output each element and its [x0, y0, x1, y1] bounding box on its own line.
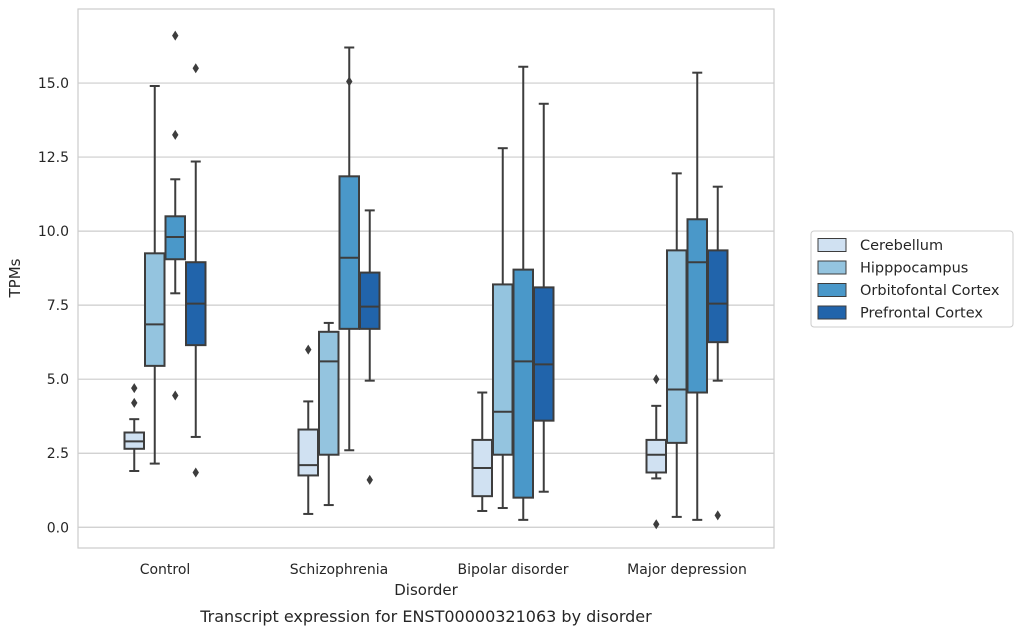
y-tick-label: 10.0	[38, 224, 69, 240]
legend-frame	[810, 230, 1014, 328]
legend-label: Hipppocampus	[860, 261, 968, 277]
box-iqr	[318, 330, 340, 456]
x-axis-label: Disorder	[394, 581, 458, 599]
box-group	[471, 391, 493, 512]
legend-label: Orbitofontal Cortex	[860, 283, 1000, 299]
outlier-point	[714, 510, 721, 521]
y-tick-label: 15.0	[38, 76, 69, 92]
legend-swatch	[817, 260, 847, 275]
outlier-point	[653, 519, 660, 530]
legend-swatch	[817, 238, 847, 252]
box-iqr	[297, 428, 319, 477]
box-group	[533, 102, 555, 493]
y-tick-labels: 0.0 2.5 5.0 7.5 10.0 12.5 15.0	[38, 76, 69, 536]
x-tick-label: Bipolar disorder	[457, 562, 568, 578]
outlier-point	[192, 63, 199, 74]
box-group	[144, 85, 166, 465]
box-iqr	[707, 249, 729, 344]
outlier-point	[172, 30, 179, 41]
x-tick-label: Control	[140, 562, 191, 578]
chart-caption: Transcript expression for ENST0000032106…	[199, 607, 652, 626]
box-iqr	[686, 218, 708, 394]
box-groups	[123, 30, 729, 530]
box-iqr	[492, 283, 514, 456]
y-tick-label: 7.5	[47, 298, 69, 314]
outlier-point	[346, 76, 353, 87]
box-group	[512, 65, 534, 521]
box-iqr	[144, 252, 166, 367]
outlier-point	[172, 129, 179, 140]
outlier-point	[653, 374, 660, 385]
x-tick-label: Major depression	[627, 562, 747, 578]
box-group	[492, 147, 514, 510]
box-iqr	[645, 438, 667, 474]
box-iqr	[533, 286, 555, 422]
y-tick-label: 12.5	[38, 150, 69, 166]
box-group	[666, 172, 688, 518]
legend-swatch	[817, 283, 847, 297]
box-group	[686, 71, 708, 521]
box-iqr	[338, 175, 360, 330]
box-group	[164, 30, 186, 401]
y-tick-label: 5.0	[47, 372, 69, 388]
legend: Cerebellum Hipppocampus Orbitofontal Corte…	[810, 230, 1014, 328]
outlier-point	[192, 467, 199, 478]
outlier-point	[131, 397, 138, 408]
box-group	[123, 383, 145, 472]
y-axis-label: TPMs	[6, 258, 24, 298]
x-tick-labels: Control Schizophrenia Bipolar disorder Majo…	[140, 562, 747, 578]
box-group	[707, 185, 729, 521]
box-group	[645, 374, 667, 530]
outlier-point	[366, 474, 373, 485]
box-iqr	[512, 268, 534, 499]
box-group	[359, 209, 381, 485]
legend-label: Prefrontal Cortex	[860, 306, 983, 322]
outlier-point	[172, 390, 179, 401]
y-tick-label: 0.0	[47, 520, 69, 536]
box-group	[338, 46, 360, 452]
x-tick-label: Schizophrenia	[290, 562, 388, 578]
outlier-point	[305, 344, 312, 355]
box-group	[297, 344, 319, 515]
legend-label: Cerebellum	[860, 238, 943, 254]
box-group	[185, 63, 207, 478]
box-iqr	[666, 249, 688, 444]
box-iqr	[359, 271, 381, 330]
y-tick-label: 2.5	[47, 446, 69, 462]
outlier-point	[131, 383, 138, 394]
legend-swatch	[817, 305, 847, 320]
box-group	[318, 321, 340, 507]
